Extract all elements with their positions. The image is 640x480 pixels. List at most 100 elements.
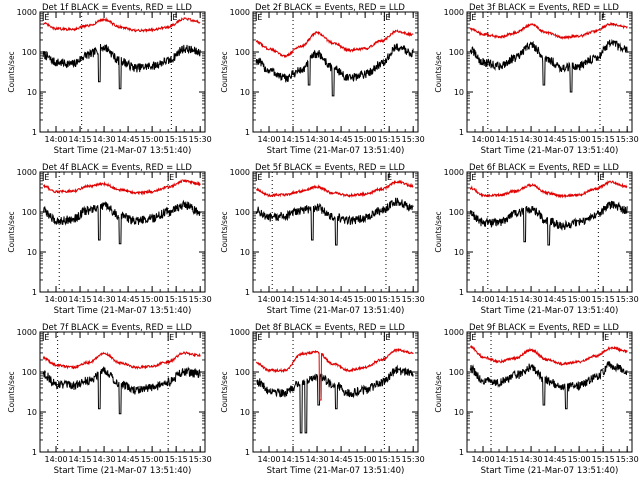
x-tick-label: 14:30 — [520, 135, 543, 144]
flag-label: E — [169, 333, 174, 342]
panel-title: Det 2f BLACK = Events, RED = LLD — [255, 3, 405, 13]
lld-series-line — [255, 179, 414, 199]
y-axis-label: Counts/sec — [220, 51, 229, 92]
flag-label: E — [257, 333, 262, 342]
x-tick-label: 15:30 — [616, 135, 639, 144]
x-tick-label: 14:30 — [93, 455, 116, 464]
y-tick-label: 100 — [449, 208, 464, 217]
x-tick-label: 15:15 — [378, 455, 401, 464]
lld-series-line — [42, 16, 201, 33]
y-tick-label: 10 — [454, 408, 464, 417]
x-axis-label: Start Time (21-Mar-07 13:51:40) — [481, 466, 619, 476]
x-tick-label: 14:00 — [471, 135, 494, 144]
lld-series-line — [255, 347, 414, 401]
y-tick-label: 1000 — [17, 8, 37, 17]
flag-label: E — [385, 333, 390, 342]
lld-series-line — [255, 29, 414, 59]
y-tick-label: 100 — [22, 208, 37, 217]
flag-label: E — [387, 173, 392, 182]
x-tick-label: 14:30 — [306, 295, 329, 304]
x-tick-label: 14:00 — [44, 295, 67, 304]
y-tick-label: 1000 — [444, 328, 464, 337]
x-tick-label: 14:15 — [496, 455, 519, 464]
x-axis-label: Start Time (21-Mar-07 13:51:40) — [54, 466, 192, 476]
x-tick-label: 15:30 — [402, 135, 425, 144]
events-series-line — [255, 43, 414, 97]
lld-series-line — [469, 21, 628, 41]
y-tick-label: 1 — [459, 288, 464, 297]
x-tick-label: 14:00 — [257, 135, 280, 144]
lld-series-line — [470, 344, 628, 367]
lld-series-line — [42, 179, 201, 196]
x-tick-label: 14:45 — [330, 455, 353, 464]
x-tick-label: 14:45 — [117, 135, 140, 144]
y-axis-label: Counts/sec — [434, 211, 443, 252]
x-tick-label: 14:15 — [69, 135, 92, 144]
x-tick-label: 15:00 — [141, 455, 164, 464]
plot-frame — [466, 171, 633, 293]
y-tick-label: 1000 — [230, 168, 250, 177]
plot-frame — [39, 11, 206, 133]
x-tick-label: 15:00 — [568, 135, 591, 144]
panel-title: Det 9f BLACK = Events, RED = LLD — [469, 323, 619, 333]
y-tick-label: 1 — [32, 128, 37, 137]
x-tick-label: 15:15 — [592, 135, 615, 144]
x-tick-label: 14:30 — [306, 135, 329, 144]
x-tick-label: 14:30 — [93, 135, 116, 144]
x-axis-label: Start Time (21-Mar-07 13:51:40) — [267, 306, 405, 316]
flag-label: E — [257, 173, 262, 182]
y-tick-label: 1000 — [230, 8, 250, 17]
x-tick-label: 14:30 — [306, 455, 329, 464]
panel-title: Det 5f BLACK = Events, RED = LLD — [255, 163, 405, 173]
flag-label: E — [169, 173, 174, 182]
detector-panel: Det 5f BLACK = Events, RED = LLD 1 10 100 10… — [220, 163, 425, 316]
y-axis-label: Counts/sec — [434, 51, 443, 92]
x-tick-label: 15:15 — [378, 295, 401, 304]
y-tick-label: 1 — [32, 448, 37, 457]
x-tick-label: 14:45 — [544, 295, 567, 304]
detector-panel: Det 2f BLACK = Events, RED = LLD 1 10 100 10… — [220, 3, 425, 156]
x-axis-label: Start Time (21-Mar-07 13:51:40) — [481, 306, 619, 316]
detector-panel: Det 6f BLACK = Events, RED = LLD 1 10 100 10… — [434, 163, 639, 316]
detector-panel: Det 3f BLACK = Events, RED = LLD 1 10 100 10… — [434, 3, 639, 156]
x-tick-label: 14:00 — [44, 455, 67, 464]
x-tick-label: 14:45 — [117, 455, 140, 464]
y-tick-label: 1 — [245, 448, 250, 457]
y-tick-label: 100 — [22, 48, 37, 57]
y-tick-label: 100 — [449, 368, 464, 377]
flag-label: E — [385, 13, 390, 22]
y-tick-label: 100 — [235, 48, 250, 57]
events-series-line — [469, 38, 628, 93]
flag-label: E — [257, 13, 262, 22]
x-tick-label: 14:00 — [44, 135, 67, 144]
y-tick-label: 10 — [454, 88, 464, 97]
x-tick-label: 15:30 — [616, 295, 639, 304]
y-tick-label: 10 — [27, 248, 37, 257]
x-tick-label: 14:45 — [117, 295, 140, 304]
x-tick-label: 14:15 — [496, 135, 519, 144]
x-tick-label: 14:00 — [471, 295, 494, 304]
flag-label: E — [471, 333, 476, 342]
y-tick-label: 1 — [245, 288, 250, 297]
panel-title: Det 7f BLACK = Events, RED = LLD — [42, 323, 192, 333]
flag-label: E — [604, 333, 609, 342]
x-axis-label: Start Time (21-Mar-07 13:51:40) — [54, 306, 192, 316]
flag-label: E — [471, 13, 476, 22]
x-axis-label: Start Time (21-Mar-07 13:51:40) — [481, 146, 619, 156]
x-tick-label: 15:00 — [354, 135, 377, 144]
y-tick-label: 1000 — [444, 168, 464, 177]
panel-title: Det 8f BLACK = Events, RED = LLD — [255, 323, 405, 333]
plot-frame — [252, 11, 419, 133]
y-axis-label: Counts/sec — [220, 371, 229, 412]
plot-frame — [39, 331, 206, 453]
y-tick-label: 100 — [22, 368, 37, 377]
y-axis-label: Counts/sec — [220, 211, 229, 252]
x-tick-label: 14:00 — [257, 455, 280, 464]
panel-title: Det 3f BLACK = Events, RED = LLD — [469, 3, 619, 13]
x-axis-label: Start Time (21-Mar-07 13:51:40) — [54, 146, 192, 156]
x-tick-label: 14:30 — [93, 295, 116, 304]
events-series-line — [42, 366, 201, 415]
x-tick-label: 15:00 — [141, 295, 164, 304]
y-axis-label: Counts/sec — [7, 371, 16, 412]
